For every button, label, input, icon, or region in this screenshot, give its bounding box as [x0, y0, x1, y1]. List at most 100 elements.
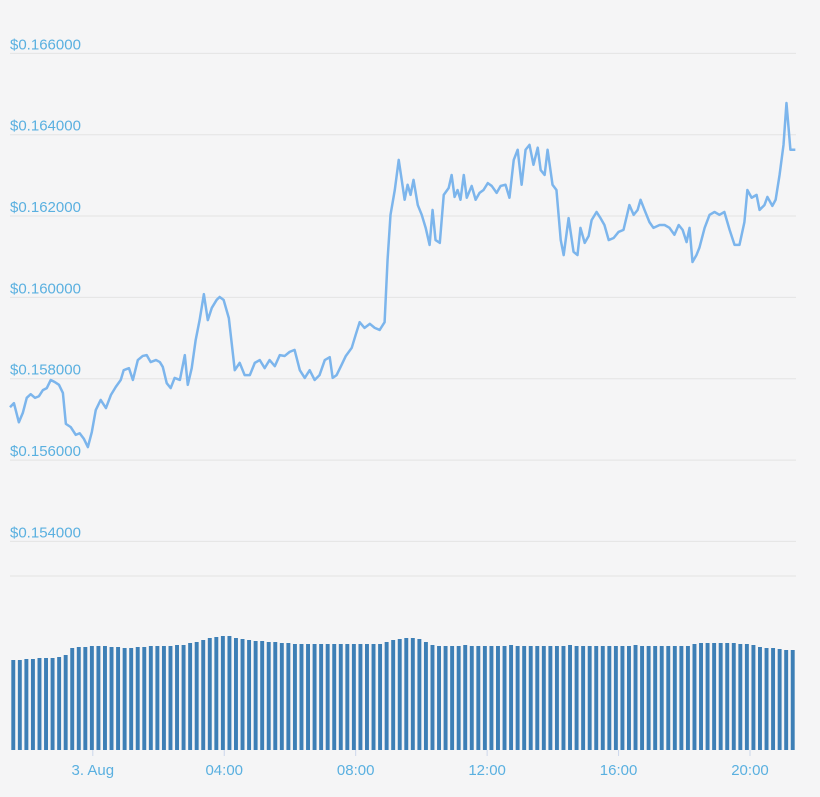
volume-bar	[653, 646, 658, 750]
volume-bar	[581, 646, 586, 750]
volume-bar	[659, 646, 664, 750]
volume-bar	[725, 643, 730, 750]
volume-bar	[489, 646, 494, 750]
volume-bar	[509, 645, 514, 750]
volume-bar	[260, 641, 265, 750]
volume-bar	[188, 643, 193, 750]
volume-bar	[699, 643, 703, 750]
y-tick-label: $0.160000	[10, 280, 81, 297]
volume-bar	[148, 646, 153, 750]
volume-bar	[666, 646, 671, 750]
volume-bar	[718, 643, 723, 750]
volume-bar	[306, 644, 310, 750]
volume-bar	[96, 646, 101, 750]
volume-bar	[758, 647, 762, 750]
volume-bar	[738, 644, 743, 750]
volume-bar	[771, 648, 776, 750]
volume-bar	[502, 646, 507, 750]
volume-bar	[784, 650, 789, 750]
volume-bar	[220, 636, 225, 750]
volume-bar	[17, 660, 22, 750]
volume-bar	[692, 644, 697, 750]
volume-bar	[358, 644, 363, 750]
volume-bar	[568, 645, 572, 750]
volume-bar	[240, 639, 245, 750]
volume-bar	[70, 648, 75, 750]
volume-bar	[332, 644, 337, 750]
volume-bar	[253, 641, 258, 750]
volume-bar	[450, 646, 455, 750]
volume-bar	[679, 646, 684, 750]
volume-bar	[627, 646, 631, 750]
volume-bar	[168, 646, 173, 750]
volume-bar	[292, 644, 297, 750]
volume-bar	[273, 642, 278, 750]
volume-bar	[613, 646, 618, 750]
volume-bar	[463, 645, 468, 750]
volume-bar	[620, 646, 625, 750]
volume-bar	[227, 636, 232, 750]
volume-bar	[338, 644, 343, 750]
volume-bar	[515, 646, 520, 750]
volume-bar	[384, 642, 389, 750]
volume-bar	[175, 645, 179, 750]
volume-bar	[443, 646, 448, 750]
volume-bar	[417, 639, 422, 750]
volume-bar	[607, 646, 612, 750]
volume-bar	[600, 646, 605, 750]
y-tick-label: $0.166000	[10, 36, 81, 53]
x-tick-label: 12:00	[468, 762, 506, 779]
volume-bar	[201, 640, 206, 750]
volume-bar	[11, 660, 16, 750]
x-tick-label: 16:00	[600, 762, 638, 779]
volume-bar	[24, 659, 29, 750]
volume-bar	[541, 646, 546, 750]
volume-bar	[234, 638, 238, 750]
volume-bar	[378, 644, 383, 750]
x-tick-label: 08:00	[337, 762, 375, 779]
volume-bar	[351, 644, 356, 750]
volume-bar	[672, 646, 677, 750]
volume-bar	[574, 646, 579, 750]
volume-bar	[685, 646, 690, 750]
volume-bar	[279, 643, 284, 750]
volume-bar	[135, 647, 140, 750]
volume-bar	[522, 646, 527, 750]
volume-bar	[76, 647, 81, 750]
volume-bar	[705, 643, 710, 750]
y-tick-label: $0.162000	[10, 199, 81, 216]
price-line	[9, 101, 796, 449]
volume-bar	[764, 648, 769, 750]
volume-bar	[476, 646, 481, 750]
volume-bar	[161, 646, 166, 750]
volume-bar	[712, 643, 717, 750]
volume-bar	[397, 639, 402, 750]
volume-bar	[528, 646, 533, 750]
volume-bar	[777, 649, 782, 750]
volume-bar	[365, 644, 369, 750]
volume-bar	[345, 644, 350, 750]
volume-bar	[266, 642, 271, 750]
volume-bar	[371, 644, 376, 750]
y-tick-label: $0.164000	[10, 118, 81, 135]
x-tick-label: 04:00	[205, 762, 243, 779]
volume-bar	[109, 647, 114, 750]
volume-bar	[554, 646, 559, 750]
volume-bar	[312, 644, 317, 750]
volume-bar	[790, 650, 795, 750]
volume-bar	[469, 646, 474, 750]
volume-bar	[587, 646, 592, 750]
volume-bar	[640, 646, 645, 750]
volume-bar	[633, 645, 638, 750]
volume-bar	[207, 638, 212, 750]
y-tick-label: $0.156000	[10, 443, 81, 460]
volume-bar	[299, 644, 304, 750]
volume-bar	[129, 648, 134, 750]
volume-bar	[391, 640, 396, 750]
volume-bar	[103, 646, 107, 750]
volume-bar	[44, 658, 48, 750]
volume-bar	[744, 644, 749, 750]
volume-bar	[437, 646, 441, 750]
volume-bar	[319, 644, 324, 750]
volume-bar	[482, 646, 487, 750]
